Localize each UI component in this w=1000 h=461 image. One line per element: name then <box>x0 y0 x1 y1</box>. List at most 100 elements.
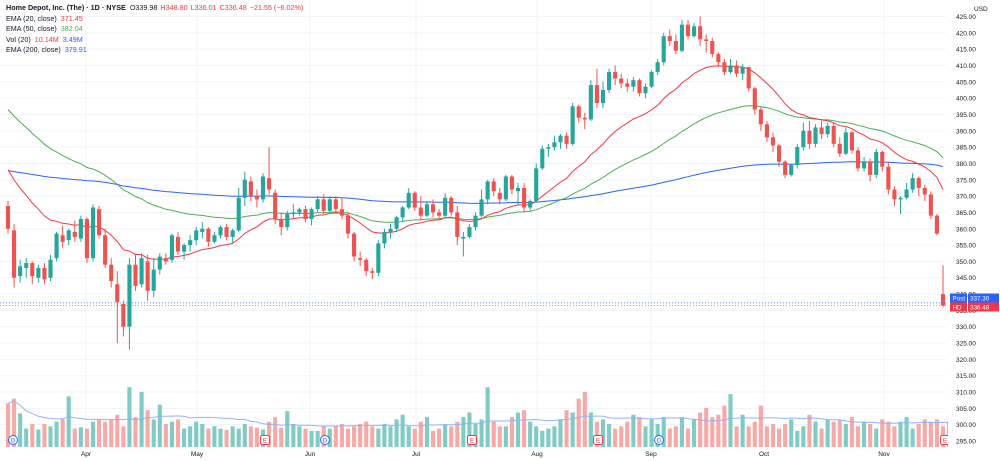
volume-bar <box>515 412 521 447</box>
candle <box>151 258 156 298</box>
candle-body <box>485 181 490 200</box>
candle <box>880 150 885 172</box>
x-tick-label: Nov <box>878 451 890 458</box>
candle <box>30 261 35 285</box>
candle <box>467 223 472 239</box>
volume-bar <box>698 412 703 447</box>
volume-bar <box>910 428 915 447</box>
candle-body <box>710 40 715 55</box>
candle <box>764 120 769 143</box>
candle <box>643 83 648 99</box>
indicator-ema20[interactable]: EMA (20, close) 371.45 <box>6 14 304 25</box>
volume-bar <box>491 421 496 447</box>
candle-body <box>746 67 751 89</box>
candle <box>449 196 454 216</box>
candle <box>922 184 927 201</box>
candle <box>522 183 527 213</box>
candle <box>685 19 691 40</box>
candle <box>188 235 193 252</box>
marker-shape <box>593 435 603 445</box>
y-tick-label: 425.00 <box>956 14 976 21</box>
candle-body <box>12 230 17 278</box>
y-tick-label: 410.00 <box>956 63 976 70</box>
candle <box>515 183 521 205</box>
volume-bar <box>740 414 745 447</box>
candle <box>127 258 132 350</box>
candle <box>412 191 417 211</box>
price-badge: Post 337.30 <box>950 293 999 303</box>
volume-bar <box>509 417 514 447</box>
x-tick-label: Jul <box>412 451 421 458</box>
candle-body <box>321 199 326 211</box>
candle-body <box>594 85 599 104</box>
candle-body <box>801 130 806 148</box>
volume-bar <box>115 414 120 447</box>
volume-bar <box>388 426 393 447</box>
candle-body <box>18 266 23 277</box>
volume-bar <box>103 421 108 447</box>
volume-bar <box>30 424 35 447</box>
indicator-ema200[interactable]: EMA (200, close) 379.91 <box>6 45 304 56</box>
candle-body <box>309 209 314 219</box>
candle-body <box>728 65 733 73</box>
candle-body <box>182 245 187 252</box>
candle-body <box>564 135 569 144</box>
volume-bar <box>661 417 666 447</box>
candle-body <box>358 258 363 260</box>
candle <box>254 189 259 208</box>
volume-bar <box>862 421 867 447</box>
candle-body <box>922 187 927 195</box>
candle-body <box>467 227 472 237</box>
volume-bar <box>777 428 782 447</box>
candle-body <box>260 176 266 200</box>
candle-body <box>819 127 824 135</box>
candle-body <box>698 26 703 40</box>
volume-bar <box>370 426 375 447</box>
candle-body <box>503 176 508 200</box>
volume-bar <box>382 424 387 447</box>
candle-body <box>352 233 357 257</box>
symbol-row: Home Depot, Inc. (The) · 1D · NYSE O339.… <box>6 3 304 14</box>
high-value: H348.80 <box>160 3 188 12</box>
volume-bar <box>722 405 727 447</box>
volume-bar <box>837 419 842 447</box>
volume-bar <box>218 428 223 447</box>
symbol-title[interactable]: Home Depot, Inc. (The) · 1D · NYSE <box>6 3 126 12</box>
indicator-ema50[interactable]: EMA (50, close) 382.04 <box>6 24 304 35</box>
candle <box>546 143 551 157</box>
volume-bar <box>42 424 47 447</box>
candle <box>758 106 763 131</box>
candle <box>710 37 715 58</box>
volume-bar <box>412 428 417 447</box>
volume-bar <box>849 417 854 447</box>
volume-bar <box>528 421 533 447</box>
candle <box>570 103 575 146</box>
volume-bar <box>84 428 89 447</box>
candle-body <box>625 83 630 87</box>
candle-body <box>78 218 83 239</box>
volume-bar <box>206 428 211 447</box>
candle <box>24 258 29 278</box>
y-tick-label: 415.00 <box>956 47 976 54</box>
candle <box>218 225 223 239</box>
candle <box>230 228 235 244</box>
volume-bar <box>734 426 739 447</box>
candle-body <box>285 214 290 228</box>
candle <box>740 63 745 81</box>
time-axis[interactable]: Apr May Jun Jul Aug Sep Oct Nov <box>0 448 1000 461</box>
candle <box>248 176 253 201</box>
volume-bar <box>285 411 290 447</box>
price-badges: Post 337.30 HD 336.48 <box>950 293 999 312</box>
volume-bar <box>36 429 41 447</box>
candle-body <box>461 236 466 239</box>
candle-body <box>704 39 709 41</box>
indicator-volume[interactable]: Vol (20) 10.14M 3.49M <box>6 35 304 46</box>
candle-body <box>807 130 812 144</box>
volume-bar <box>182 428 187 447</box>
candle <box>109 258 114 288</box>
marker-label: E <box>596 438 601 445</box>
candle <box>260 173 266 203</box>
